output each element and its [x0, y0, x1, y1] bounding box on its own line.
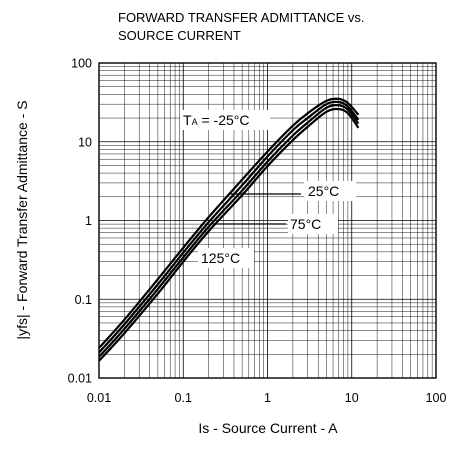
- series-line-1: [98, 97, 360, 349]
- annotation-mask-125c: [198, 248, 254, 268]
- series-line-2: [98, 100, 360, 354]
- x-tick-label: 1: [264, 391, 271, 405]
- y-axis-label: |yfs| - Forward Transfer Admittance - S: [14, 100, 30, 339]
- y-tick-label: 1: [85, 214, 92, 228]
- chart-title-line-1: FORWARD TRANSFER ADMITTANCE vs.: [118, 10, 365, 25]
- annotation-25c-label: 25°C: [308, 183, 339, 199]
- series-line-3: [98, 104, 360, 358]
- x-tick-label: 0.01: [87, 391, 111, 405]
- series-line-4: [98, 107, 360, 362]
- annotation-125c-label: 125°C: [201, 250, 240, 266]
- chart-series-group: [98, 97, 360, 362]
- y-tick-label: 100: [71, 57, 92, 71]
- x-tick-label: 0.1: [175, 391, 192, 405]
- x-axis-label: Is - Source Current - A: [198, 420, 338, 436]
- annotation-75c-label: 75°C: [290, 216, 321, 232]
- annotation-ta-label: TA = -25°C: [183, 112, 249, 128]
- x-tick-labels: 0.01 0.1 1 10 100: [87, 391, 447, 405]
- y-tick-label: 10: [78, 135, 92, 149]
- y-tick-labels: 0.01 0.1 1 10 100: [68, 57, 92, 386]
- annotation-mask-25c: [304, 181, 356, 201]
- annotation-mask-ta: [180, 110, 270, 130]
- x-tick-label: 100: [426, 391, 447, 405]
- y-tick-label: 0.01: [68, 372, 92, 386]
- x-tick-label: 10: [345, 391, 359, 405]
- y-tick-label: 0.1: [75, 293, 92, 307]
- plot-frame: [98, 62, 437, 379]
- annotation-mask-75c: [288, 214, 338, 234]
- chart-title-line-2: SOURCE CURRENT: [118, 28, 241, 43]
